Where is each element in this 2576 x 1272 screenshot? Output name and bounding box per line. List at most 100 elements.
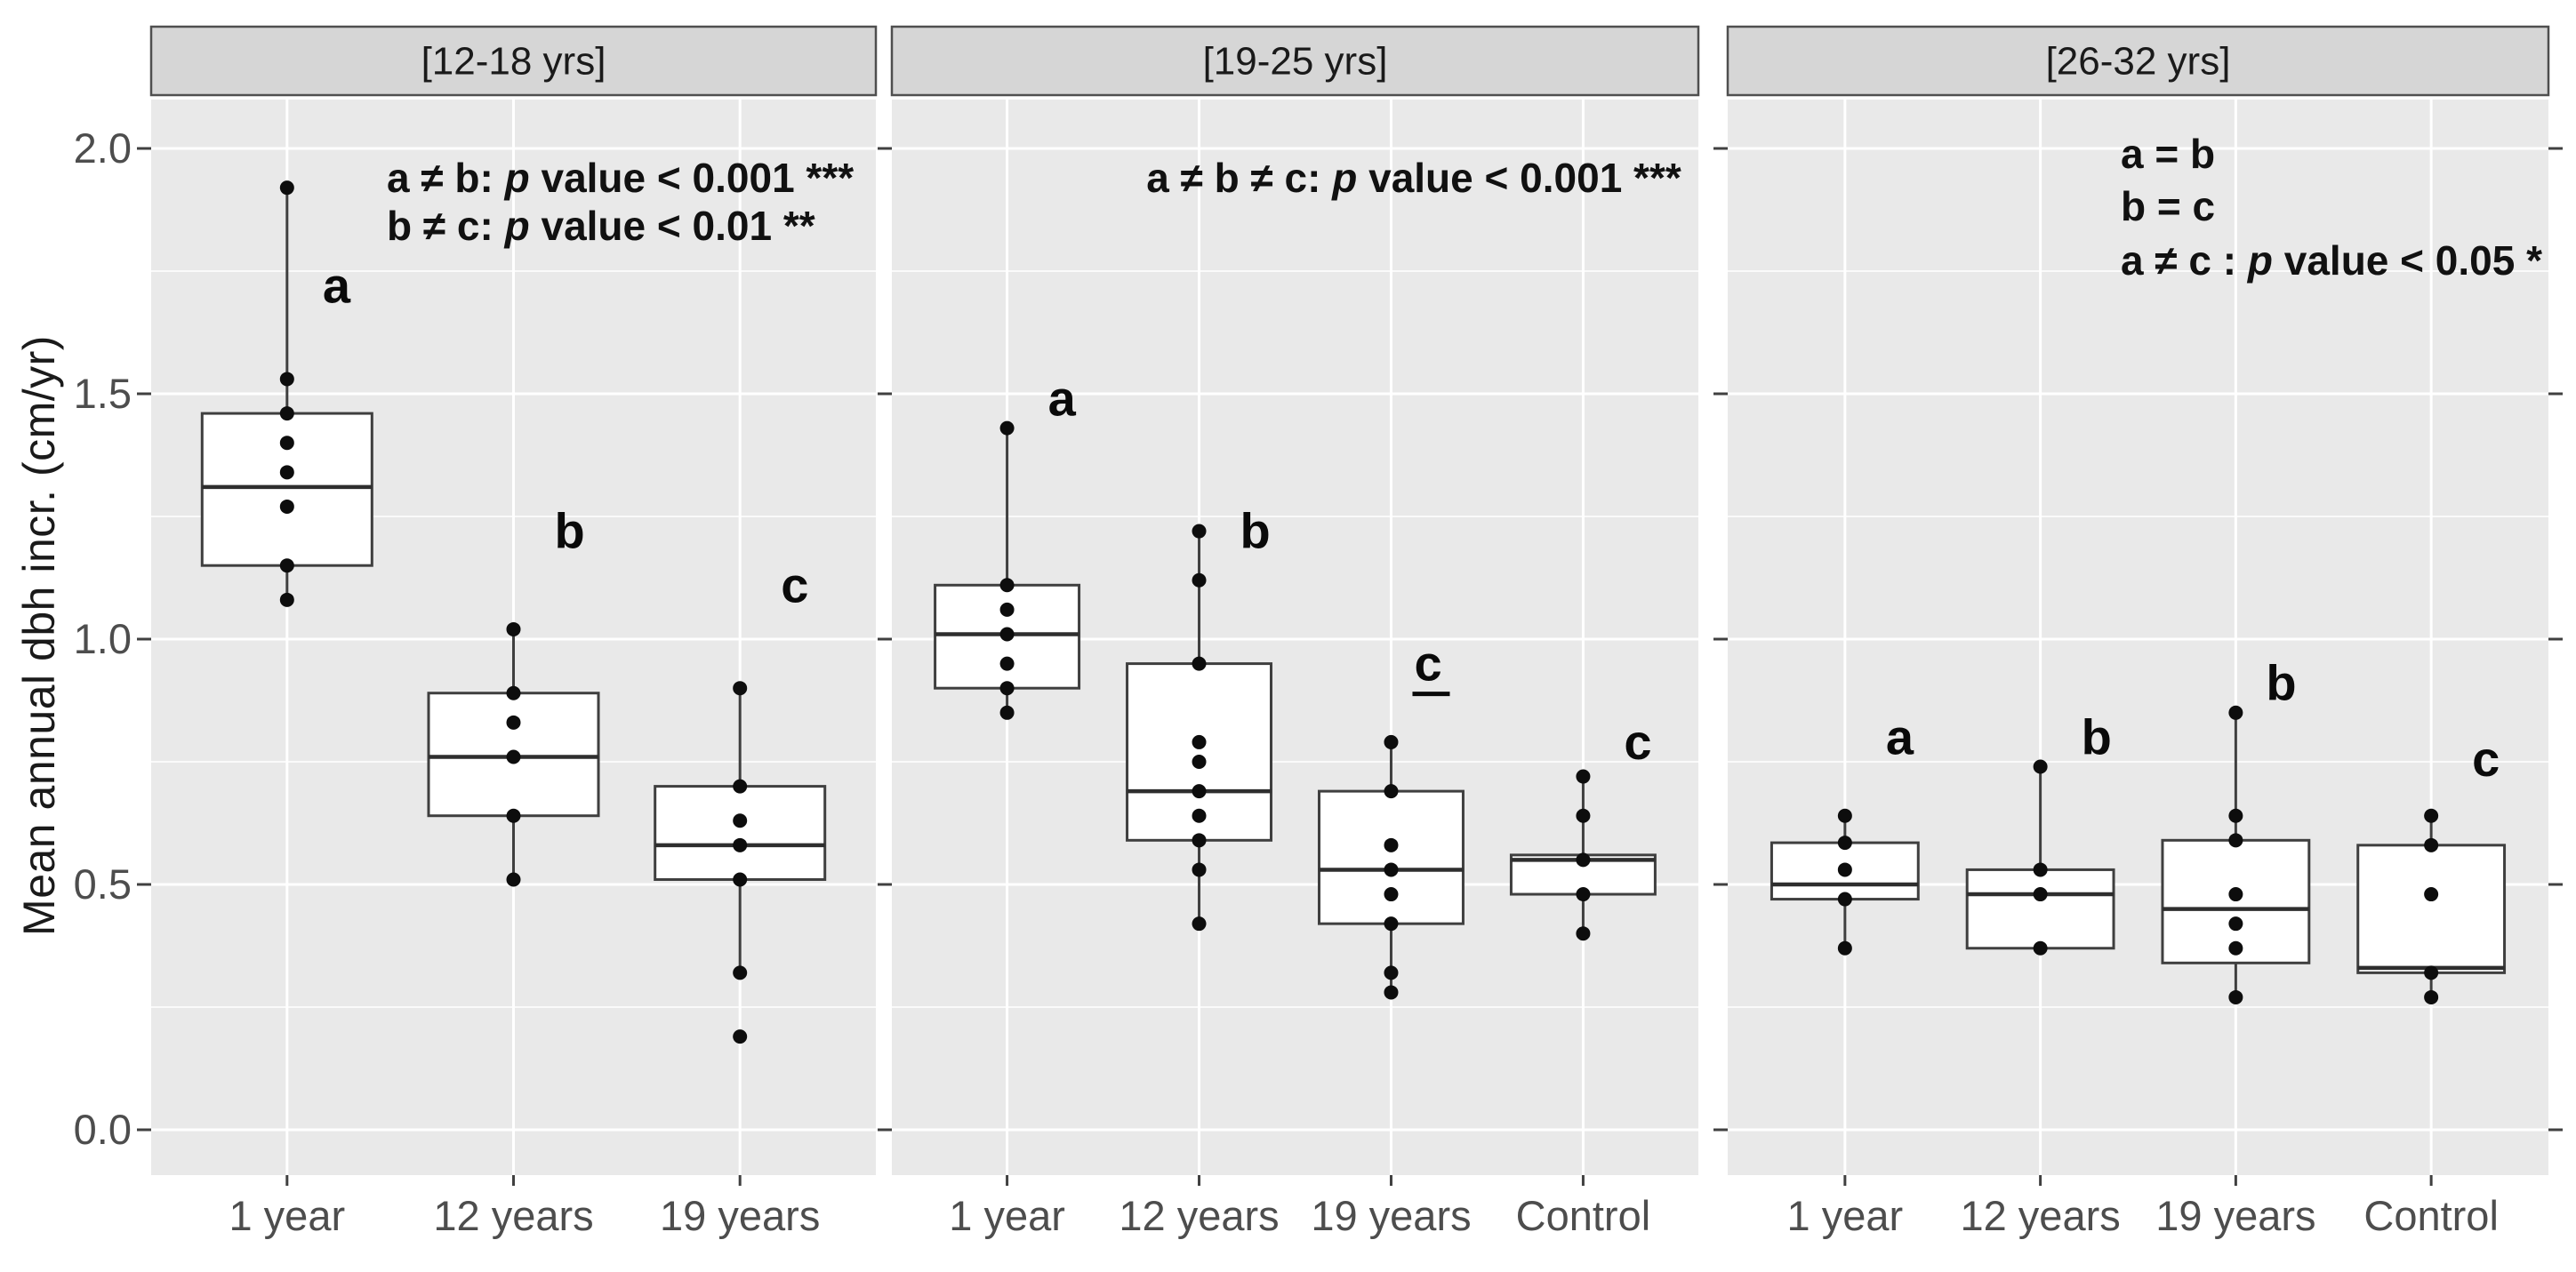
- data-point: [2033, 862, 2048, 877]
- data-point: [279, 558, 294, 573]
- data-point: [1192, 572, 1207, 588]
- data-point: [2228, 887, 2243, 902]
- data-point: [733, 872, 748, 887]
- significance-letter: b: [1240, 503, 1271, 559]
- data-point: [2228, 705, 2243, 720]
- data-point: [999, 681, 1015, 696]
- box-rect: [1965, 868, 2115, 950]
- annotation-text: a ≠ b ≠ c: p value < 0.001 ***: [1146, 155, 1681, 201]
- y-tick-label: 0.5: [74, 860, 132, 908]
- data-point: [733, 813, 748, 828]
- x-tick-label: 19 years: [660, 1192, 820, 1239]
- data-point: [1837, 836, 1852, 851]
- data-point: [1192, 862, 1207, 877]
- data-point: [1837, 940, 1852, 956]
- data-point: [1192, 656, 1207, 671]
- x-tick-label: 1 year: [1787, 1192, 1904, 1239]
- data-point: [999, 602, 1015, 617]
- box-group: a: [934, 371, 1081, 720]
- data-point: [1192, 734, 1207, 749]
- data-point: [279, 180, 294, 196]
- data-point: [1192, 916, 1207, 932]
- data-point: [733, 837, 748, 852]
- data-point: [1837, 892, 1852, 907]
- data-point: [1192, 784, 1207, 799]
- y-tick-label: 2.0: [74, 124, 132, 172]
- box-group: b: [427, 503, 600, 887]
- data-point: [1192, 808, 1207, 823]
- data-point: [1192, 755, 1207, 769]
- data-point: [1192, 524, 1207, 539]
- annotation-text: b ≠ c: p value < 0.01 **: [387, 203, 815, 249]
- annotation-text: a ≠ c : p value < 0.05 *: [2121, 237, 2542, 284]
- y-tick-label: 1.5: [74, 370, 132, 417]
- box-group: c: [1317, 636, 1465, 1000]
- outlier-point: [733, 1029, 748, 1044]
- data-point: [1576, 926, 1591, 941]
- box-group: a: [1769, 708, 1920, 956]
- data-point: [1384, 887, 1399, 902]
- annotation-text: b = c: [2121, 183, 2215, 229]
- x-tick-label: 12 years: [1960, 1192, 2120, 1239]
- data-point: [2424, 965, 2439, 980]
- box-rect: [654, 785, 827, 881]
- data-point: [1384, 837, 1399, 852]
- data-point: [279, 372, 294, 387]
- data-point: [1384, 965, 1399, 980]
- panel-background: [1728, 100, 2548, 1175]
- data-point: [1837, 862, 1852, 877]
- data-point: [279, 499, 294, 514]
- data-point: [1384, 985, 1399, 1000]
- data-point: [506, 872, 521, 887]
- x-tick-label: 12 years: [1119, 1192, 1279, 1239]
- significance-letter: a: [1886, 708, 1914, 764]
- data-point: [2033, 759, 2048, 774]
- data-point: [2228, 833, 2243, 848]
- facet-strip-label: [26-32 yrs]: [2046, 40, 2231, 84]
- significance-letter: c: [1624, 714, 1651, 770]
- x-tick-label: 1 year: [949, 1192, 1065, 1239]
- data-point: [733, 779, 748, 794]
- significance-letter: c: [1414, 636, 1441, 692]
- data-point: [999, 705, 1015, 720]
- data-point: [2033, 940, 2048, 956]
- data-point: [506, 749, 521, 764]
- data-point: [279, 436, 294, 451]
- data-point: [1576, 887, 1591, 902]
- data-point: [506, 715, 521, 730]
- data-point: [999, 656, 1015, 671]
- significance-letter: a: [323, 258, 351, 314]
- data-point: [279, 465, 294, 480]
- y-axis: 0.0 0.5 1.0 1.5 2.0: [74, 124, 2563, 1153]
- facet-strip: [1726, 25, 2550, 97]
- x-tick-label: Control: [1516, 1192, 1651, 1239]
- data-point: [1384, 734, 1399, 749]
- box-group: b: [2161, 655, 2311, 1004]
- data-point: [279, 406, 294, 421]
- facet-panel: [12-18 yrs] a ≠ b: p value < 0.001 ***b ≠…: [149, 25, 878, 1239]
- significance-letter: c: [2472, 731, 2500, 787]
- facet-strip: [890, 25, 1700, 97]
- x-tick-label: 12 years: [433, 1192, 593, 1239]
- data-point: [999, 420, 1015, 436]
- box-group: c: [2356, 731, 2507, 1004]
- data-point: [2228, 989, 2243, 1004]
- data-point: [1576, 852, 1591, 868]
- facet-panel: [26-32 yrs] a = b b = c a ≠ c : p value < 0…: [1726, 25, 2550, 1239]
- facet-strip-label: [12-18 yrs]: [421, 40, 606, 84]
- data-point: [506, 621, 521, 636]
- data-point: [1384, 862, 1399, 877]
- data-point: [279, 592, 294, 607]
- data-point: [1384, 784, 1399, 799]
- data-point: [1384, 916, 1399, 932]
- x-tick-label: 19 years: [1311, 1192, 1471, 1239]
- significance-letter: b: [2266, 655, 2296, 711]
- y-tick-label: 0.0: [74, 1106, 132, 1153]
- data-point: [1576, 808, 1591, 823]
- data-point: [2033, 887, 2048, 902]
- box-rect: [1317, 789, 1465, 925]
- data-point: [999, 627, 1015, 642]
- data-point: [506, 808, 521, 823]
- annotation-text: a ≠ b: p value < 0.001 ***: [387, 155, 854, 201]
- x-tick-label: 19 years: [2155, 1192, 2315, 1239]
